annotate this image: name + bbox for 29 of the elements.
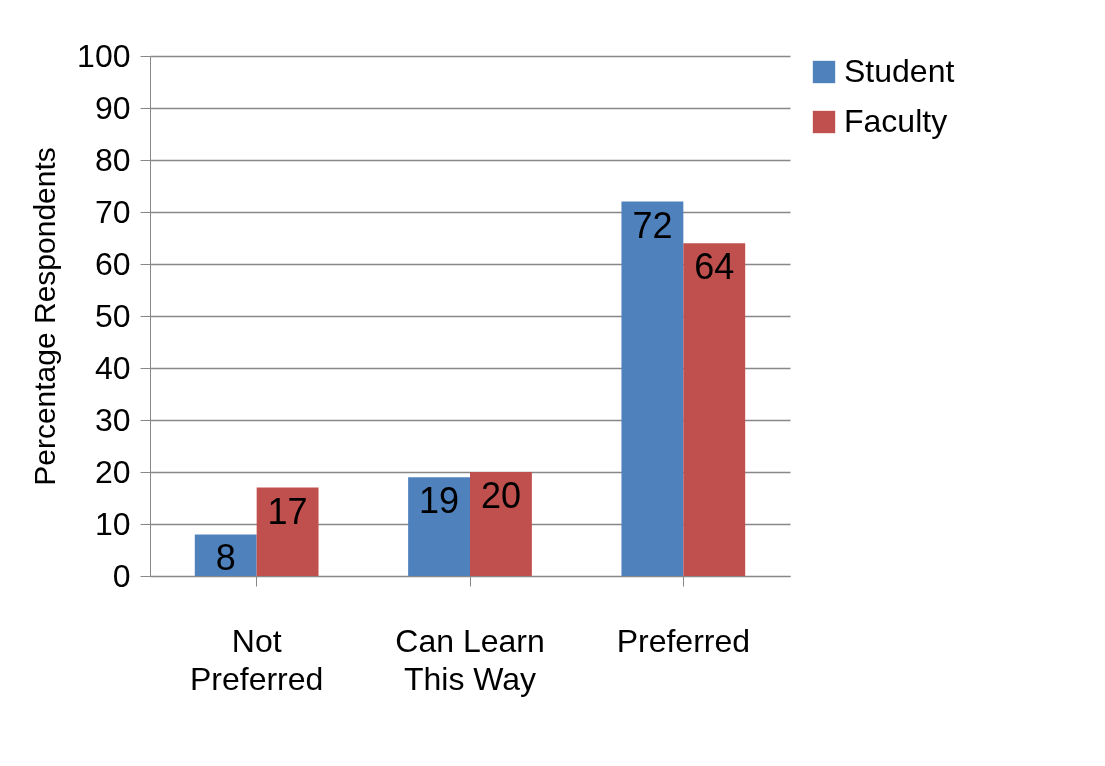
data-label: 17 — [267, 490, 308, 532]
y-tick-label: 0 — [112, 557, 131, 594]
y-tick-label: 20 — [94, 453, 131, 490]
x-tick-label: Can Learn This Way — [395, 622, 545, 697]
data-label: 72 — [632, 204, 673, 246]
y-tick-label: 80 — [94, 141, 131, 178]
data-label: 8 — [215, 537, 236, 579]
data-label: 20 — [480, 475, 521, 516]
bar — [408, 477, 470, 576]
legend-label: Student — [844, 53, 955, 89]
bar — [256, 487, 319, 576]
data-label: 64 — [694, 246, 735, 288]
bar — [194, 534, 257, 576]
bar — [683, 243, 746, 576]
bar — [621, 201, 684, 576]
y-tick-label: 10 — [94, 505, 131, 542]
y-tick-label: 40 — [94, 349, 131, 386]
x-tick-label: Preferred — [616, 622, 751, 659]
x-tick-label: Not Preferred — [189, 622, 324, 697]
y-tick-label: 30 — [94, 401, 131, 438]
y-tick-label: 90 — [94, 89, 131, 126]
y-tick-label: 100 — [77, 37, 131, 74]
y-tick-label: 70 — [94, 193, 131, 230]
y-tick-label: 50 — [94, 297, 131, 334]
bar — [470, 472, 532, 576]
data-label: 19 — [419, 480, 460, 522]
y-axis-title: Percentage Respondents — [28, 147, 62, 486]
y-tick-label: 60 — [94, 245, 131, 282]
legend-label: Faculty — [844, 103, 948, 139]
